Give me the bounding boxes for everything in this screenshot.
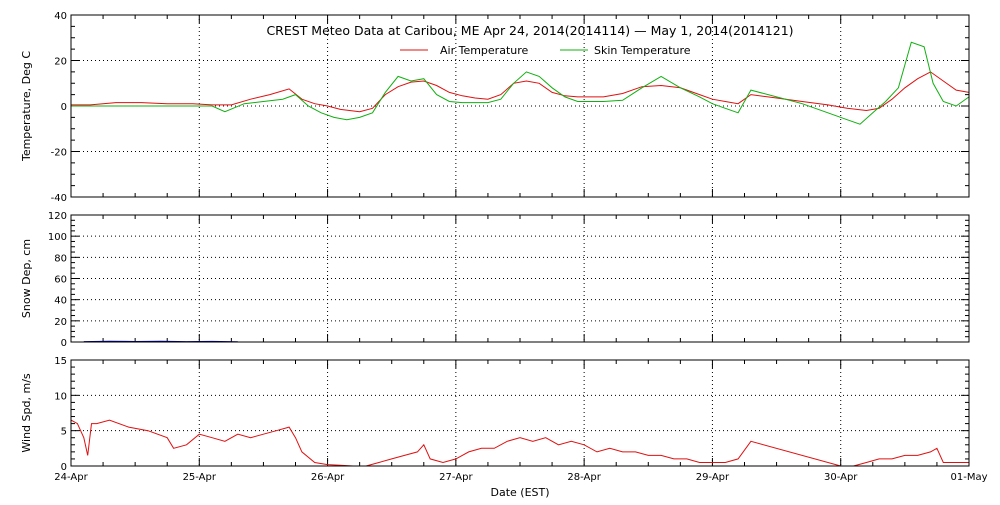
y-axis-label: Wind Spd, m/s: [20, 373, 33, 453]
skin-temperature-line: [71, 41, 970, 125]
plot-frame: [70, 14, 970, 198]
y-tick-label: 120: [48, 211, 67, 222]
y-tick-label: 20: [54, 317, 67, 328]
y-tick-label: 15: [54, 356, 67, 367]
y-tick-label: 0: [61, 338, 67, 349]
x-tick-label: 30-Apr: [824, 472, 858, 483]
x-tick-label: 01-May: [950, 472, 987, 483]
y-axis-label: Snow Dep, cm: [20, 239, 33, 318]
x-tick-label: 25-Apr: [183, 472, 217, 483]
x-tick-label: 29-Apr: [696, 472, 730, 483]
y-tick-label: -20: [51, 148, 67, 159]
snow-depth-line: [83, 340, 238, 343]
y-axis-label: Temperature, Deg C: [20, 51, 33, 162]
y-tick-label: 40: [54, 11, 67, 22]
y-tick-label: 40: [54, 296, 67, 307]
plot-frame: [70, 214, 970, 343]
y-tick-label: 100: [48, 232, 67, 243]
y-tick-label: 5: [61, 427, 67, 438]
y-tick-label: 10: [54, 391, 67, 402]
y-tick-label: 60: [54, 275, 67, 286]
x-tick-label: 28-Apr: [567, 472, 601, 483]
air-temperature-line: [71, 71, 970, 113]
y-tick-label: 80: [54, 253, 67, 264]
x-tick-label: 24-Apr: [54, 472, 88, 483]
x-tick-labels: 24-Apr 25-Apr 26-Apr 27-Apr 28-Apr 29-Apr 30-A…: [54, 472, 987, 483]
wind-speed-line: [70, 419, 969, 467]
x-tick-label: 27-Apr: [439, 472, 473, 483]
y-tick-label: 0: [61, 102, 67, 113]
wind-speed-panel: 0 5 10 15 Wind Spd, m/s: [20, 356, 970, 473]
chart-title: CREST Meteo Data at Caribou, ME Apr 24, …: [266, 23, 793, 38]
panels: -40 -20 0 20 40 Temperature, Deg C 0 20 40 60 80 10…: [20, 11, 988, 483]
snow-depth-panel: 0 20 40 60 80 100 120 Snow Dep, cm: [20, 211, 970, 349]
legend-entry: Skin Temperature: [594, 44, 691, 57]
legend: Air Temperature Skin Temperature: [400, 44, 691, 57]
plot-frame: [70, 359, 970, 467]
x-axis-label: Date (EST): [490, 486, 549, 499]
temperature-panel: -40 -20 0 20 40 Temperature, Deg C: [20, 11, 970, 204]
x-tick-label: 26-Apr: [311, 472, 345, 483]
y-tick-label: -40: [51, 193, 67, 204]
y-tick-label: 0: [61, 462, 67, 473]
legend-entry: Air Temperature: [440, 44, 529, 57]
y-tick-label: 20: [54, 57, 67, 68]
